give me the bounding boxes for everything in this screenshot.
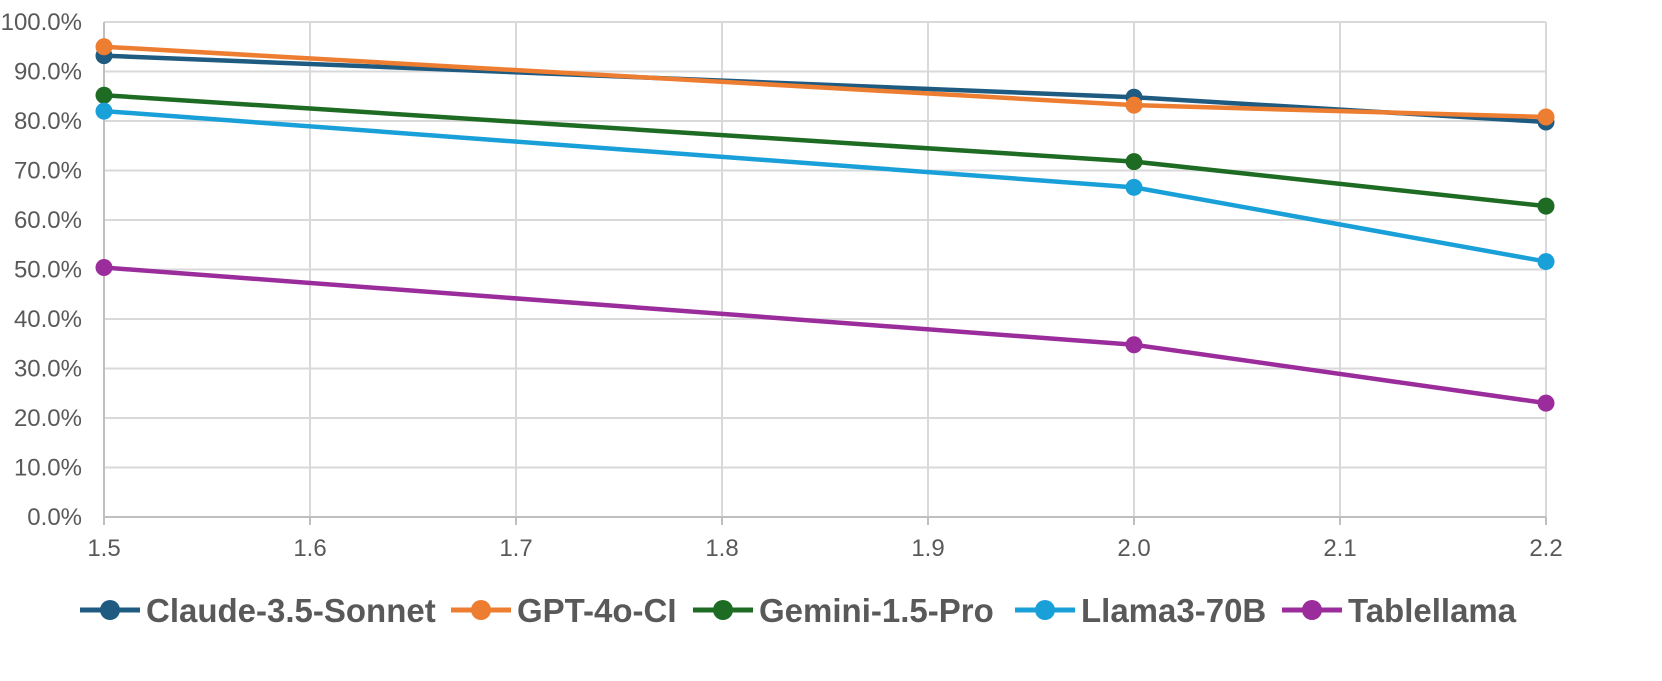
legend: Claude-3.5-Sonnet GPT-4o-CI Gemini-1.5-Pro… [80, 592, 1517, 629]
legend-label: Gemini-1.5-Pro [759, 592, 994, 629]
data-point [1537, 253, 1555, 271]
legend-item: Tablellama [1282, 592, 1517, 629]
x-axis-tick-labels: 1.5 1.6 1.7 1.8 1.9 2.0 2.1 2.2 [87, 535, 1562, 562]
axes [103, 22, 1547, 525]
data-point [95, 259, 113, 277]
y-tick-label: 20.0% [14, 405, 82, 432]
y-tick-label: 100.0% [1, 9, 82, 36]
y-tick-label: 60.0% [14, 207, 82, 234]
y-tick-label: 40.0% [14, 306, 82, 333]
data-point [1537, 394, 1555, 412]
legend-label: Tablellama [1348, 592, 1517, 629]
legend-marker-swatch [1302, 600, 1322, 620]
y-tick-label: 90.0% [14, 59, 82, 86]
series-line [103, 44, 1547, 120]
legend-marker-swatch [100, 600, 120, 620]
data-point [95, 102, 113, 120]
y-tick-label: 50.0% [14, 257, 82, 284]
x-tick-label: 1.6 [293, 535, 326, 562]
x-tick-label: 1.5 [87, 535, 120, 562]
gridlines [104, 21, 1547, 517]
series-points [95, 38, 1555, 412]
data-point [1125, 178, 1143, 196]
data-point [1125, 153, 1143, 171]
y-axis-tick-labels: 0.0% 10.0% 20.0% 30.0% 40.0% 50.0% 60.0% 70.0% 8… [1, 9, 82, 531]
legend-item: Llama3-70B [1015, 592, 1266, 629]
x-tick-label: 1.7 [499, 535, 532, 562]
legend-label: Llama3-70B [1081, 592, 1266, 629]
legend-item: Gemini-1.5-Pro [693, 592, 994, 629]
legend-label: Claude-3.5-Sonnet [146, 592, 436, 629]
x-tick-label: 2.0 [1117, 535, 1150, 562]
y-tick-label: 30.0% [14, 356, 82, 383]
series-line [103, 265, 1547, 406]
data-point [1537, 108, 1555, 126]
legend-item: GPT-4o-CI [451, 592, 677, 629]
y-tick-label: 0.0% [27, 504, 82, 531]
legend-marker-swatch [1035, 600, 1055, 620]
data-point [1125, 96, 1143, 114]
series-line [103, 108, 1547, 264]
y-tick-label: 10.0% [14, 455, 82, 482]
x-tick-label: 1.9 [911, 535, 944, 562]
data-point [1537, 197, 1555, 215]
data-point [95, 38, 113, 56]
legend-label: GPT-4o-CI [517, 592, 677, 629]
legend-item: Claude-3.5-Sonnet [80, 592, 436, 629]
data-point [95, 86, 113, 104]
y-tick-label: 70.0% [14, 158, 82, 185]
x-tick-label: 1.8 [705, 535, 738, 562]
y-tick-label: 80.0% [14, 108, 82, 135]
series-lines [103, 44, 1547, 406]
x-tick-label: 2.2 [1529, 535, 1562, 562]
x-tick-label: 2.1 [1323, 535, 1356, 562]
legend-marker-swatch [471, 600, 491, 620]
legend-marker-swatch [713, 600, 733, 620]
data-point [1125, 336, 1143, 354]
